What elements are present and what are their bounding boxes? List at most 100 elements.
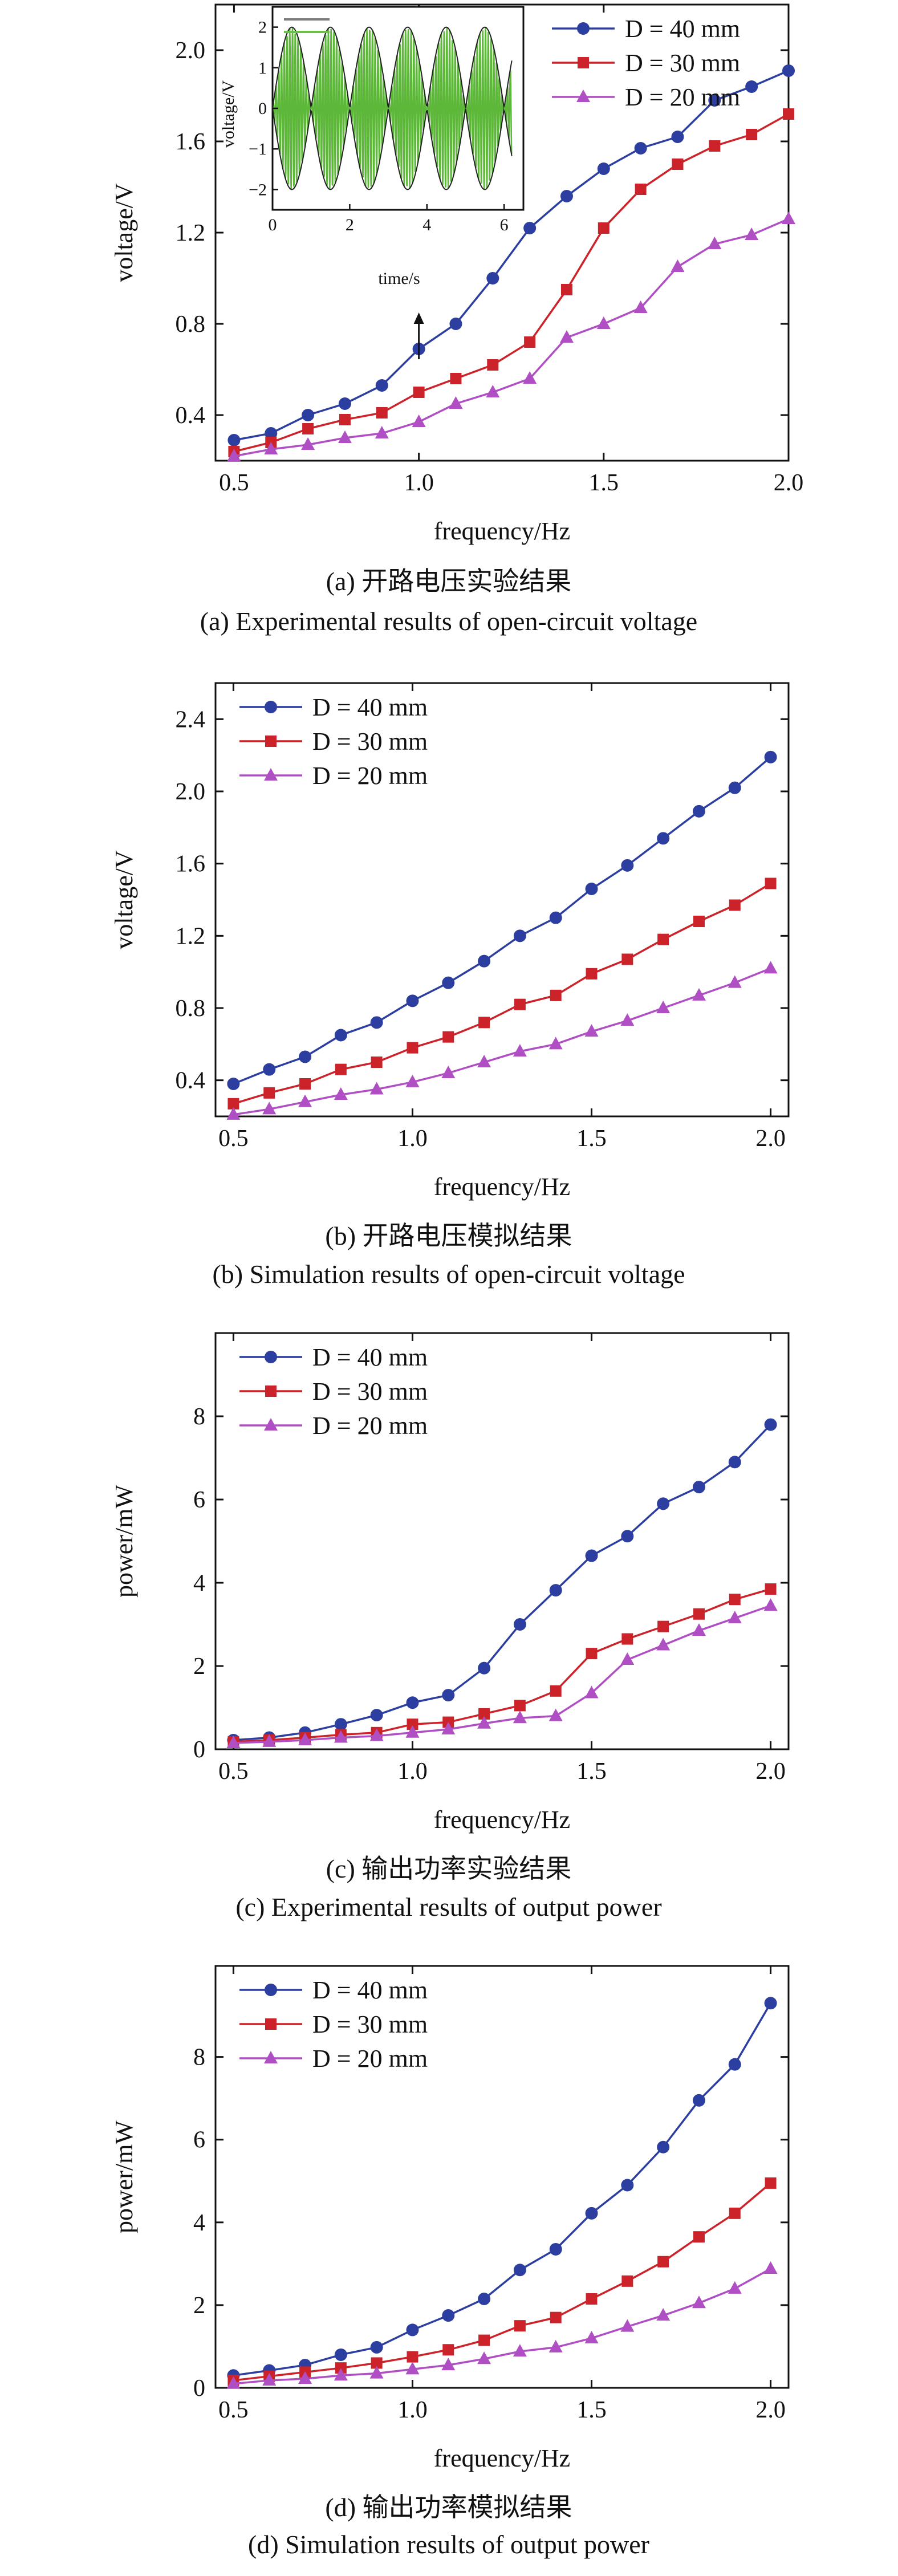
data-point xyxy=(486,385,500,397)
data-point xyxy=(597,162,610,175)
data-point xyxy=(486,272,499,285)
series-line xyxy=(233,1604,771,1744)
data-point xyxy=(412,415,426,427)
data-point xyxy=(264,442,278,454)
data-point xyxy=(369,1082,384,1095)
data-point xyxy=(262,1102,277,1115)
data-point xyxy=(729,899,741,911)
legend-marker xyxy=(577,22,590,35)
data-point xyxy=(560,284,572,295)
x-axis-label: frequency/Hz xyxy=(434,1806,570,1834)
y-axis-label: power/mW xyxy=(110,2120,138,2233)
plot-frame xyxy=(214,1965,790,2389)
y-tick-label: 0.8 xyxy=(176,996,206,1022)
x-axis-label: frequency/Hz xyxy=(434,517,570,545)
legend-label: D = 40 mm xyxy=(625,15,740,43)
y-tick-label: 2.0 xyxy=(176,779,206,805)
legend-label: D = 30 mm xyxy=(625,49,740,77)
data-point xyxy=(413,387,425,398)
series-square xyxy=(228,108,794,457)
series-line xyxy=(233,883,771,1105)
data-point xyxy=(692,2295,706,2309)
legend: D = 40 mm D = 30 mm D = 20 mm xyxy=(552,15,740,111)
data-point xyxy=(407,1042,418,1054)
inset-envelope xyxy=(272,108,513,190)
inset-x-tick-label: 2 xyxy=(346,216,354,234)
x-axis-label: frequency/Hz xyxy=(434,2444,570,2472)
data-point xyxy=(265,427,278,440)
inset-y-tick-label: 1 xyxy=(258,59,267,78)
data-point xyxy=(598,222,609,234)
data-point xyxy=(405,1074,420,1087)
data-point xyxy=(693,916,705,927)
data-point xyxy=(227,434,241,446)
legend-marker xyxy=(576,90,590,102)
y-tick-label: 4 xyxy=(193,2210,205,2236)
x-axis-label: frequency/Hz xyxy=(434,1173,570,1201)
data-point xyxy=(334,1029,347,1042)
data-point xyxy=(621,953,633,965)
inset-y-tick-label: −1 xyxy=(249,140,267,159)
y-tick-label: 2.0 xyxy=(176,38,206,64)
data-point xyxy=(335,2362,347,2374)
data-point xyxy=(227,1078,240,1090)
y-tick-label: 2 xyxy=(193,2293,205,2319)
legend-label: D = 40 mm xyxy=(312,693,428,721)
y-tick-label: 1.6 xyxy=(176,129,206,155)
inset-chart: 0 2 4 6 −2 −1 0 1 2 time/s voltage/V xyxy=(219,6,525,288)
legend-marker xyxy=(265,701,277,713)
y-tick-label: 2 xyxy=(193,1653,205,1680)
x-tick-label: 1.0 xyxy=(397,1758,428,1785)
data-point xyxy=(338,397,351,410)
series-circle xyxy=(227,1997,777,2382)
data-point xyxy=(334,1718,347,1731)
data-point xyxy=(302,423,314,434)
series-line xyxy=(234,113,789,453)
data-point xyxy=(513,2344,527,2357)
legend-label: D = 20 mm xyxy=(312,2045,428,2073)
legend-label: D = 30 mm xyxy=(312,728,428,755)
data-point xyxy=(298,1732,312,1745)
x-tick-label: 1.0 xyxy=(397,2397,428,2423)
y-tick-label: 1.2 xyxy=(176,220,206,246)
chart-panel-2: 0.5 1.0 1.5 2.0 0.4 0.8 1.2 1.6 2.0 2.4 frequency/… xyxy=(110,682,790,1289)
data-point xyxy=(596,316,611,329)
inset-x-tick-label: 4 xyxy=(422,216,431,234)
data-point xyxy=(709,140,721,152)
data-point xyxy=(514,998,526,1010)
data-point xyxy=(407,2351,418,2363)
data-point xyxy=(442,1689,455,1702)
data-point xyxy=(656,2308,671,2321)
data-point xyxy=(375,426,389,438)
data-point xyxy=(405,1725,420,1738)
data-point xyxy=(584,1685,599,1699)
data-point xyxy=(728,1611,742,1624)
data-point xyxy=(407,1718,418,1730)
x-tick-label: 0.5 xyxy=(218,1126,249,1152)
series-line xyxy=(233,1424,771,1741)
series-line xyxy=(234,70,789,441)
data-point xyxy=(442,2309,455,2322)
data-point xyxy=(692,1623,706,1636)
caption-en: (d) Simulation results of output power xyxy=(248,2530,649,2559)
x-tick-label: 1.5 xyxy=(589,470,619,496)
x-tick-label: 1.5 xyxy=(576,1758,607,1785)
data-point xyxy=(514,2320,526,2332)
data-point xyxy=(620,1013,635,1026)
x-tick-label: 0.5 xyxy=(219,470,249,496)
data-point xyxy=(586,968,598,980)
data-point xyxy=(441,2358,456,2371)
y-axis-label: voltage/V xyxy=(110,183,138,282)
y-tick-label: 8 xyxy=(193,1404,205,1430)
plot-frame xyxy=(214,1332,790,1750)
data-point xyxy=(299,1078,311,1090)
data-point xyxy=(334,2368,348,2381)
y-tick-label: 0 xyxy=(193,1737,205,1763)
y-tick-label: 0 xyxy=(193,2375,205,2402)
data-point xyxy=(478,1017,490,1029)
legend-label: D = 20 mm xyxy=(312,762,428,790)
series-circle xyxy=(227,1418,777,1746)
data-point xyxy=(672,159,684,170)
data-point xyxy=(405,2362,420,2375)
data-point xyxy=(548,1708,563,1721)
